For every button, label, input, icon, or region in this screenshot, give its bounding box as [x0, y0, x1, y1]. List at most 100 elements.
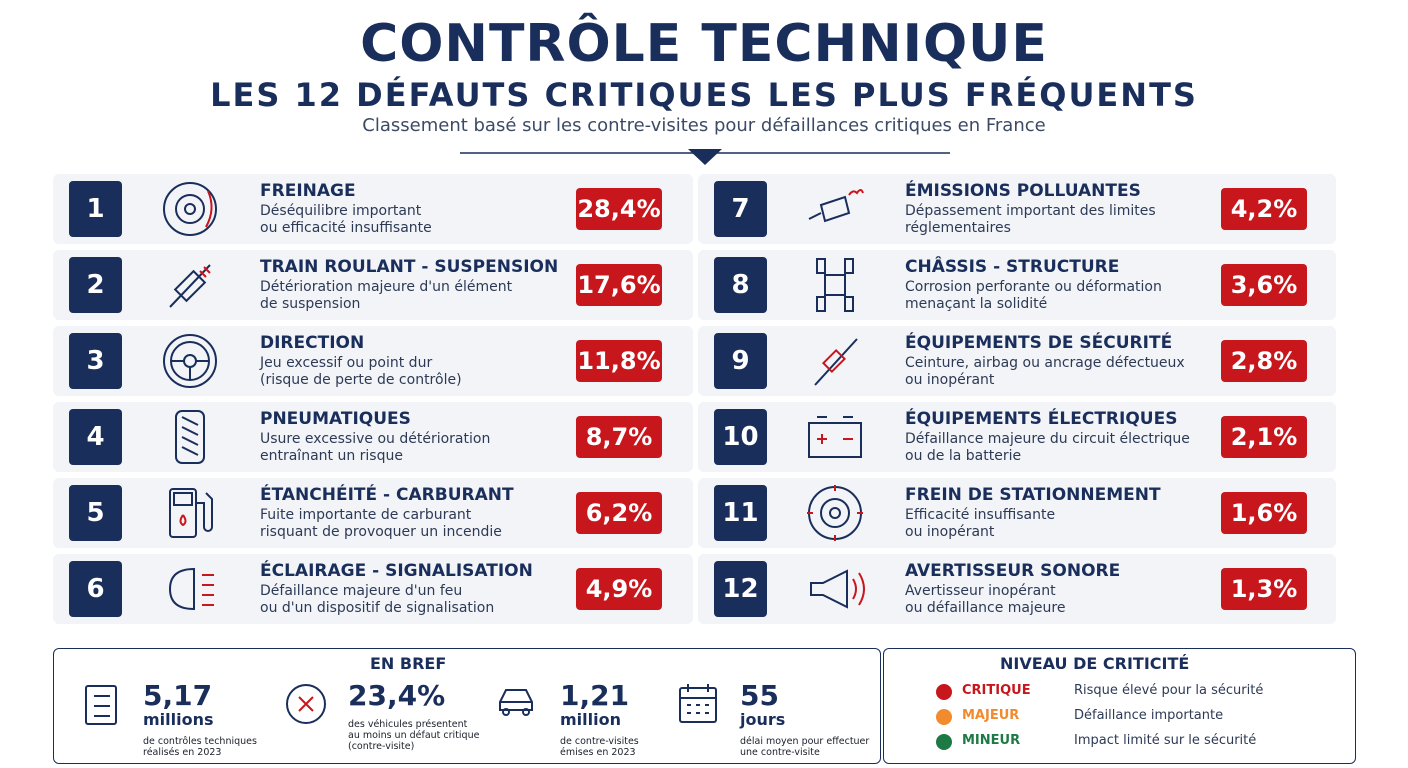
stat-note: au moins un défaut critique	[348, 730, 480, 741]
item-title: FREINAGE	[260, 181, 356, 201]
legend-description: Défaillance importante	[1074, 708, 1224, 723]
rank-badge: 1	[69, 181, 122, 237]
item-description: ou défaillance majeure	[905, 600, 1066, 616]
item-description: Déséquilibre important	[260, 203, 422, 219]
icon	[805, 179, 865, 239]
item-title: PNEUMATIQUES	[260, 409, 411, 429]
legend-name: CRITIQUE	[962, 683, 1031, 698]
percent-badge: 17,6%	[576, 264, 662, 306]
legend-box	[883, 648, 1356, 764]
summary-box	[53, 648, 881, 764]
stat-value: 1,21	[560, 679, 630, 712]
rank-badge: 6	[69, 561, 122, 617]
rank-badge: 11	[714, 485, 767, 541]
item-description: (risque de perte de contrôle)	[260, 372, 462, 388]
subtitle: LES 12 DÉFAUTS CRITIQUES LES PLUS FRÉQUE…	[210, 76, 1198, 114]
item-title: FREIN DE STATIONNEMENT	[905, 485, 1161, 505]
item-description: menaçant la solidité	[905, 296, 1048, 312]
item-description: Détérioration majeure d'un élément	[260, 279, 513, 295]
item-title: AVERTISSEUR SONORE	[905, 561, 1121, 581]
legend-dot	[936, 709, 952, 725]
percent-badge: 2,8%	[1221, 340, 1307, 382]
rank-badge: 4	[69, 409, 122, 465]
item-title: ÉCLAIRAGE - SIGNALISATION	[260, 561, 533, 581]
legend-name: MINEUR	[962, 733, 1021, 748]
item-description: Usure excessive ou détérioration	[260, 431, 491, 447]
item-description: entraînant un risque	[260, 448, 403, 464]
summary-title: EN BREF	[360, 654, 457, 673]
icon	[805, 407, 865, 467]
icon	[160, 483, 220, 543]
item-description: ou de la batterie	[905, 448, 1022, 464]
item-title: ÉQUIPEMENTS DE SÉCURITÉ	[905, 333, 1173, 353]
item-description: Défaillance majeure d'un feu	[260, 583, 463, 599]
stat-icon	[284, 680, 328, 730]
percent-badge: 1,6%	[1221, 492, 1307, 534]
stat-value: 23,4%	[348, 679, 446, 712]
percent-badge: 3,6%	[1221, 264, 1307, 306]
item-description: réglementaires	[905, 220, 1011, 236]
stat-note: une contre-visite	[740, 747, 820, 758]
stat-icon	[80, 680, 124, 730]
stat-note: émises en 2023	[560, 747, 636, 758]
item-description: Corrosion perforante ou déformation	[905, 279, 1162, 295]
item-title: ÉQUIPEMENTS ÉLECTRIQUES	[905, 409, 1178, 429]
legend-description: Risque élevé pour la sécurité	[1074, 683, 1264, 698]
icon	[805, 559, 865, 619]
legend-name: MAJEUR	[962, 708, 1020, 723]
percent-badge: 28,4%	[576, 188, 662, 230]
percent-badge: 8,7%	[576, 416, 662, 458]
item-description: Dépassement important des limites	[905, 203, 1156, 219]
item-description: Défaillance majeure du circuit électriqu…	[905, 431, 1190, 447]
rank-badge: 7	[714, 181, 767, 237]
icon	[805, 483, 865, 543]
icon	[160, 255, 220, 315]
item-title: CHÂSSIS - STRUCTURE	[905, 257, 1120, 277]
item-title: ÉMISSIONS POLLUANTES	[905, 181, 1141, 201]
stat-unit: jours	[740, 710, 786, 729]
item-description: de suspension	[260, 296, 361, 312]
stat-unit: million	[560, 710, 621, 729]
icon	[160, 559, 220, 619]
item-description: ou efficacité insuffisante	[260, 220, 432, 236]
legend-dot	[936, 734, 952, 750]
item-description: ou inopérant	[905, 372, 995, 388]
icon	[160, 179, 220, 239]
legend-title: NIVEAU DE CRITICITÉ	[990, 654, 1200, 673]
item-description: Jeu excessif ou point dur	[260, 355, 433, 371]
stat-note: (contre-visite)	[348, 741, 415, 752]
percent-badge: 1,3%	[1221, 568, 1307, 610]
rank-badge: 3	[69, 333, 122, 389]
percent-badge: 4,9%	[576, 568, 662, 610]
divider	[460, 149, 950, 165]
item-description: Fuite importante de carburant	[260, 507, 472, 523]
item-description: Ceinture, airbag ou ancrage défectueux	[905, 355, 1185, 371]
percent-badge: 4,2%	[1221, 188, 1307, 230]
rank-badge: 8	[714, 257, 767, 313]
rank-badge: 5	[69, 485, 122, 541]
icon	[160, 331, 220, 391]
rank-badge: 2	[69, 257, 122, 313]
item-title: TRAIN ROULANT - SUSPENSION	[260, 257, 559, 277]
description: Classement basé sur les contre-visites p…	[362, 115, 1046, 136]
item-description: ou d'un dispositif de signalisation	[260, 600, 495, 616]
title: CONTRÔLE TECHNIQUE	[360, 14, 1048, 74]
item-title: ÉTANCHÉITÉ - CARBURANT	[260, 485, 514, 505]
rank-badge: 10	[714, 409, 767, 465]
item-description: risquant de provoquer un incendie	[260, 524, 502, 540]
rank-badge: 9	[714, 333, 767, 389]
icon	[160, 407, 220, 467]
stat-note: des véhicules présentent	[348, 719, 468, 730]
legend-description: Impact limité sur le sécurité	[1074, 733, 1257, 748]
item-description: Efficacité insuffisante	[905, 507, 1056, 523]
stat-unit: millions	[143, 710, 214, 729]
stat-value: 5,17	[143, 679, 213, 712]
legend-dot	[936, 684, 952, 700]
stat-note: de contrôles techniques	[143, 736, 257, 747]
percent-badge: 6,2%	[576, 492, 662, 534]
stat-value: 55	[740, 679, 779, 712]
rank-badge: 12	[714, 561, 767, 617]
item-description: Avertisseur inopérant	[905, 583, 1056, 599]
icon	[805, 331, 865, 391]
